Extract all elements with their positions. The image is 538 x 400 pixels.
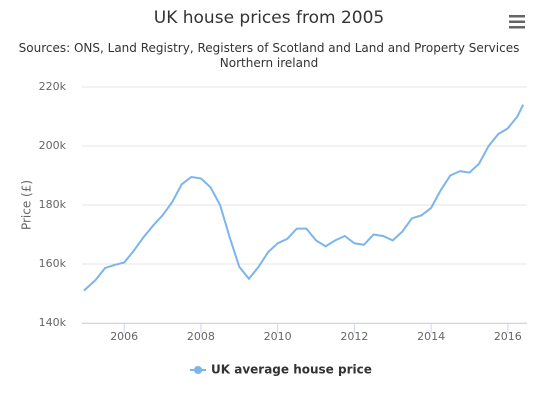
legend-symbol-marker [194,366,202,374]
subtitle-line: Northern ireland [220,56,318,70]
series-line [83,104,525,292]
legend-item[interactable]: UK average house price [190,363,372,377]
x-tick-label: 2010 [264,330,292,343]
menu-icon-bar [509,20,525,23]
chart-title: UK house prices from 2005 [154,8,384,28]
x-tick-label: 2008 [187,330,215,343]
menu-icon-bar [509,26,525,29]
x-tick-label: 2014 [417,330,445,343]
x-tick-label: 2006 [110,330,138,343]
y-tick-label: 200k [39,139,67,152]
y-axis-label: Price (£) [20,180,34,230]
menu-icon-bar [509,15,525,18]
legend-label: UK average house price [211,363,372,377]
y-tick-label: 180k [39,198,67,211]
x-tick-label: 2012 [340,330,368,343]
y-tick-label: 160k [39,257,67,270]
chart-subtitle: Sources: ONS, Land Registry, Registers o… [19,41,520,70]
subtitle-line: Sources: ONS, Land Registry, Registers o… [19,41,520,55]
x-tick-label: 2016 [494,330,522,343]
y-tick-label: 220k [39,80,67,93]
menu-button[interactable] [506,12,528,32]
y-tick-label: 140k [39,316,67,329]
